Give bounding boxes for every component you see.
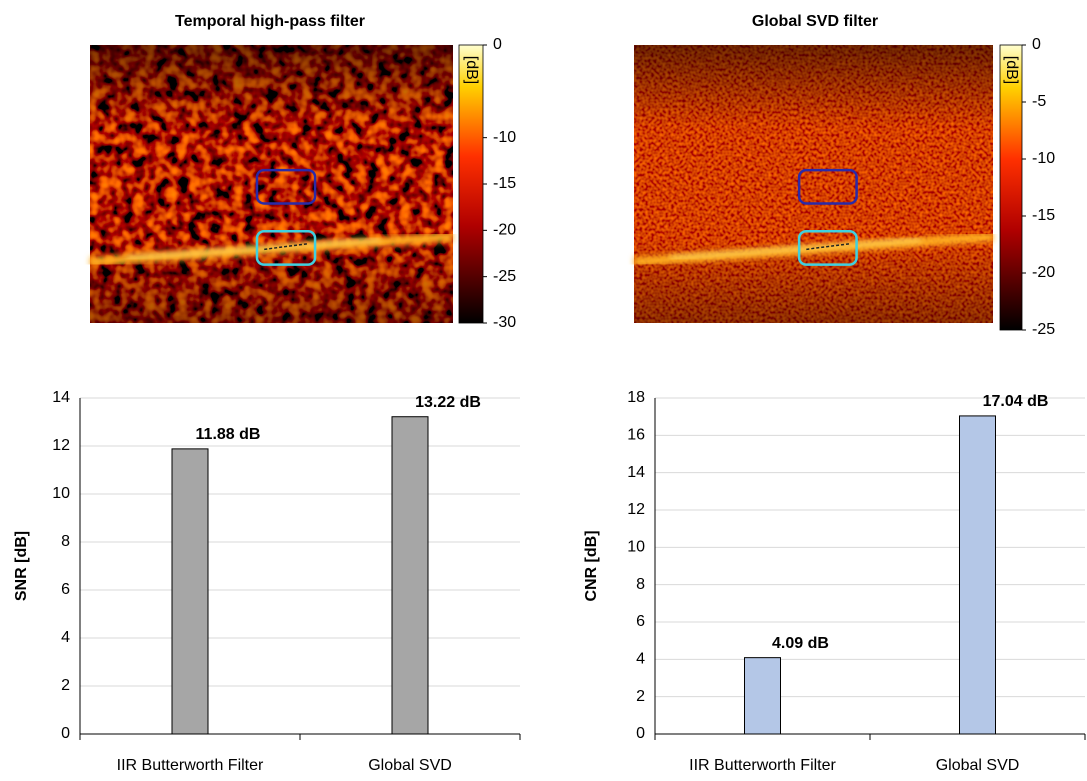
bar: [744, 657, 781, 735]
bright-layer-core: [669, 238, 922, 260]
colorbar-tick-label: -20: [1032, 264, 1055, 281]
value-label: 13.22 dB: [415, 394, 481, 411]
bright-layer-core: [126, 238, 381, 260]
colorbar-label: [dB]: [463, 56, 480, 84]
colorbar-tick-label: -10: [493, 129, 516, 146]
y-tick-label: 10: [52, 485, 70, 502]
colorbar-tick-label: -25: [493, 268, 516, 285]
colorbar-label: [dB]: [1003, 56, 1020, 84]
bar: [171, 448, 209, 735]
colorbar-tick-label: -15: [1032, 207, 1055, 224]
y-tick-label: 14: [52, 389, 70, 406]
x-tick-label: IIR Butterworth Filter: [689, 757, 836, 774]
bright-layer: [89, 232, 454, 267]
image-fade: [90, 45, 453, 323]
y-tick-label: 2: [61, 677, 70, 694]
roi-background: [255, 168, 317, 205]
value-label: 11.88 dB: [196, 426, 261, 443]
colorbar-tick-label: 0: [493, 36, 502, 53]
y-tick-label: 6: [636, 613, 645, 630]
value-label: 4.09 dB: [772, 635, 829, 652]
colorbar: [458, 44, 484, 324]
y-tick-label: 12: [52, 437, 70, 454]
y-axis-title: CNR [dB]: [583, 530, 600, 601]
y-tick-label: 12: [627, 501, 645, 518]
y-tick-label: 2: [636, 688, 645, 705]
y-tick-label: 10: [627, 539, 645, 556]
x-tick-label: Global SVD: [936, 757, 1020, 774]
y-tick-label: 6: [61, 581, 70, 598]
colorbar-tick-label: -10: [1032, 150, 1055, 167]
image-fade: [634, 45, 993, 323]
y-tick-label: 0: [636, 725, 645, 742]
y-tick-label: 8: [636, 576, 645, 593]
roi-contour: [264, 243, 308, 251]
roi-contour: [806, 243, 850, 251]
bright-layer: [633, 232, 994, 267]
colorbar-tick-label: -25: [1032, 321, 1055, 338]
y-tick-label: 14: [627, 464, 645, 481]
value-label: 17.04 dB: [983, 393, 1049, 410]
colorbar: [999, 44, 1023, 331]
bar: [959, 415, 996, 735]
colorbar-tick-label: -30: [493, 314, 516, 331]
panel-title: Temporal high-pass filter: [175, 13, 365, 30]
y-tick-label: 4: [61, 629, 70, 646]
x-tick-label: Global SVD: [368, 757, 452, 774]
roi-signal: [797, 230, 858, 266]
colorbar-tick-label: -15: [493, 175, 516, 192]
colorbar-tick-label: 0: [1032, 36, 1041, 53]
y-tick-label: 16: [627, 427, 645, 444]
bar: [391, 416, 429, 735]
y-tick-label: 4: [636, 651, 645, 668]
roi-signal: [255, 230, 317, 266]
colorbar-tick-label: -5: [1032, 93, 1046, 110]
y-tick-label: 8: [61, 533, 70, 550]
colorbar-tick-label: -20: [493, 222, 516, 239]
panel-title: Global SVD filter: [752, 13, 878, 30]
y-tick-label: 0: [61, 725, 70, 742]
y-axis-title: SNR [dB]: [13, 531, 30, 601]
x-tick-label: IIR Butterworth Filter: [117, 757, 264, 774]
y-tick-label: 18: [627, 389, 645, 406]
roi-background: [797, 168, 858, 205]
